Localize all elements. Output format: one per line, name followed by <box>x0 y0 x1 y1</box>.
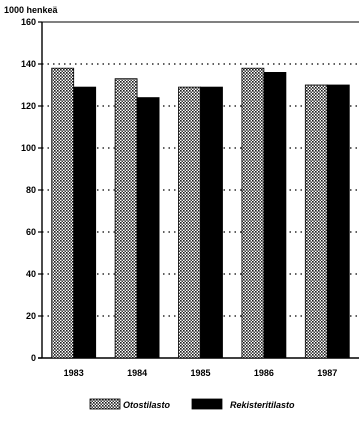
y-tick-label-60: 60 <box>26 227 36 237</box>
y-tick-label-120: 120 <box>21 101 36 111</box>
bar-rekisteritilasto-1983 <box>73 86 97 359</box>
x-tick-label-1983: 1983 <box>64 368 84 378</box>
bar-rekisteritilasto-1987 <box>326 84 350 359</box>
x-tick-label-1984: 1984 <box>127 368 147 378</box>
bar-otostilasto-1983 <box>51 67 75 359</box>
bar-otostilasto-1986 <box>241 67 265 359</box>
x-tick-label-1985: 1985 <box>190 368 210 378</box>
bar-otostilasto-1984 <box>114 78 138 359</box>
legend-swatch-rekisteritilasto <box>191 398 223 410</box>
x-tick-label-1986: 1986 <box>254 368 274 378</box>
x-tick-label-1987: 1987 <box>317 368 337 378</box>
y-tick-label-100: 100 <box>21 143 36 153</box>
bar-otostilasto-1987 <box>304 84 328 359</box>
y-tick-label-160: 160 <box>21 17 36 27</box>
y-axis-unit-label: 1000 henkeä <box>4 5 59 15</box>
legend-swatch-otostilasto <box>89 398 121 410</box>
tick-labels: 0 20 40 60 80 100 120 140 160 1983 1984 1985 1986 198… <box>21 17 337 378</box>
bar-rekisteritilasto-1984 <box>136 97 160 359</box>
bar-rekisteritilasto-1985 <box>200 86 223 359</box>
y-tick-label-20: 20 <box>26 311 36 321</box>
legend-label-rekisteritilasto: Rekisteritilasto <box>230 400 295 410</box>
legend-label-otostilasto: Otostilasto <box>123 400 171 410</box>
bar-otostilasto-1985 <box>178 86 201 359</box>
y-tick-label-80: 80 <box>26 185 36 195</box>
bar-rekisteritilasto-1986 <box>263 72 287 359</box>
y-tick-label-40: 40 <box>26 269 36 279</box>
y-tick-label-140: 140 <box>21 59 36 69</box>
legend: Otostilasto Rekisteritilasto <box>89 398 295 410</box>
y-tick-label-0: 0 <box>31 353 36 363</box>
bars <box>51 67 350 359</box>
